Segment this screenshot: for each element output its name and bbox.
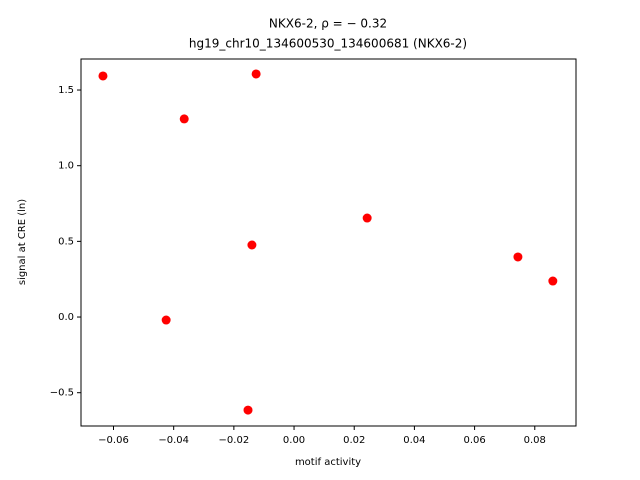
x-tick-label: −0.02	[219, 435, 250, 446]
x-tick-label: 0.02	[343, 435, 365, 446]
chart-title: NKX6-2, ρ = − 0.32	[269, 17, 387, 31]
y-tick-label: 0.0	[58, 312, 74, 323]
x-tick-label: −0.06	[98, 435, 129, 446]
x-tick-label: 0.08	[524, 435, 546, 446]
point	[243, 405, 253, 415]
plot-frame	[80, 58, 577, 427]
chart-subtitle: hg19_chr10_134600530_134600681 (NKX6-2)	[189, 37, 467, 51]
point	[247, 240, 257, 250]
point	[98, 71, 108, 81]
y-tick-label: 0.5	[58, 236, 74, 247]
y-tick-label: −0.5	[50, 388, 74, 399]
y-tick-label: 1.0	[58, 161, 74, 172]
x-axis-label: motif activity	[295, 457, 361, 468]
point	[179, 114, 189, 124]
x-tick-label: 0.06	[463, 435, 485, 446]
point	[513, 252, 523, 262]
x-tick-label: 0.00	[283, 435, 305, 446]
x-tick-label: −0.04	[158, 435, 189, 446]
point	[548, 276, 558, 286]
point	[251, 69, 261, 79]
point	[362, 213, 372, 223]
point	[161, 315, 171, 325]
x-tick-label: 0.04	[403, 435, 425, 446]
y-axis-label: signal at CRE (ln)	[17, 199, 28, 285]
y-tick-label: 1.5	[58, 85, 74, 96]
